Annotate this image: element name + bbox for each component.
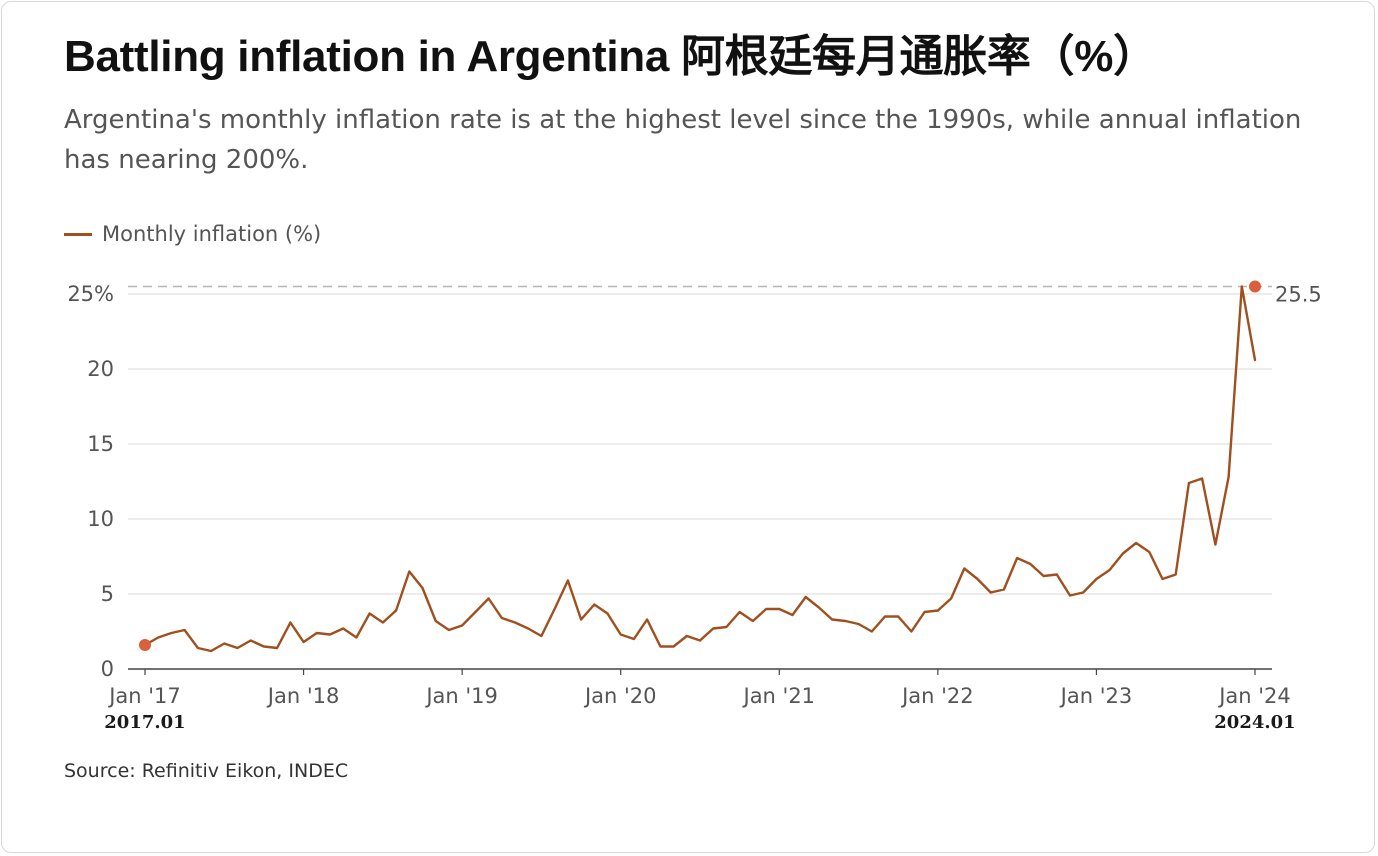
x-tick-label: Jan '18 [266,684,340,708]
x-start-date-label: 2017.01 [104,712,185,733]
end-point-marker [1249,280,1261,293]
y-tick-label: 20 [87,357,114,381]
end-value-label: 25.5 [1275,283,1322,307]
legend: Monthly inflation (%) [64,222,321,246]
source-note: Source: Refinitiv Eikon, INDEC [64,760,349,782]
legend-label: Monthly inflation (%) [102,222,322,246]
series-line-monthly-inflation [143,285,1257,653]
chart-subtitle: Argentina's monthly inflation rate is at… [64,105,1302,175]
x-tick-label: Jan '19 [424,684,498,708]
y-tick-label: 25% [67,282,114,306]
y-tick-label: 0 [101,657,114,681]
x-tick-label: Jan '21 [742,684,816,708]
x-tick-label: Jan '23 [1059,684,1133,708]
x-tick-label: Jan '17 [107,684,181,708]
y-tick-label: 10 [87,507,114,531]
chart-title: Battling inflation in Argentina 阿根廷每月通胀率… [64,32,1157,81]
x-tick-label: Jan '24 [1217,684,1291,708]
x-tick-label: Jan '22 [900,684,974,708]
y-tick-label: 5 [101,582,114,606]
x-end-date-label: 2024.01 [1214,712,1295,733]
start-point-marker [139,639,151,651]
legend-swatch [64,232,92,236]
y-tick-label: 15 [87,432,114,456]
x-tick-label: Jan '20 [583,684,657,708]
